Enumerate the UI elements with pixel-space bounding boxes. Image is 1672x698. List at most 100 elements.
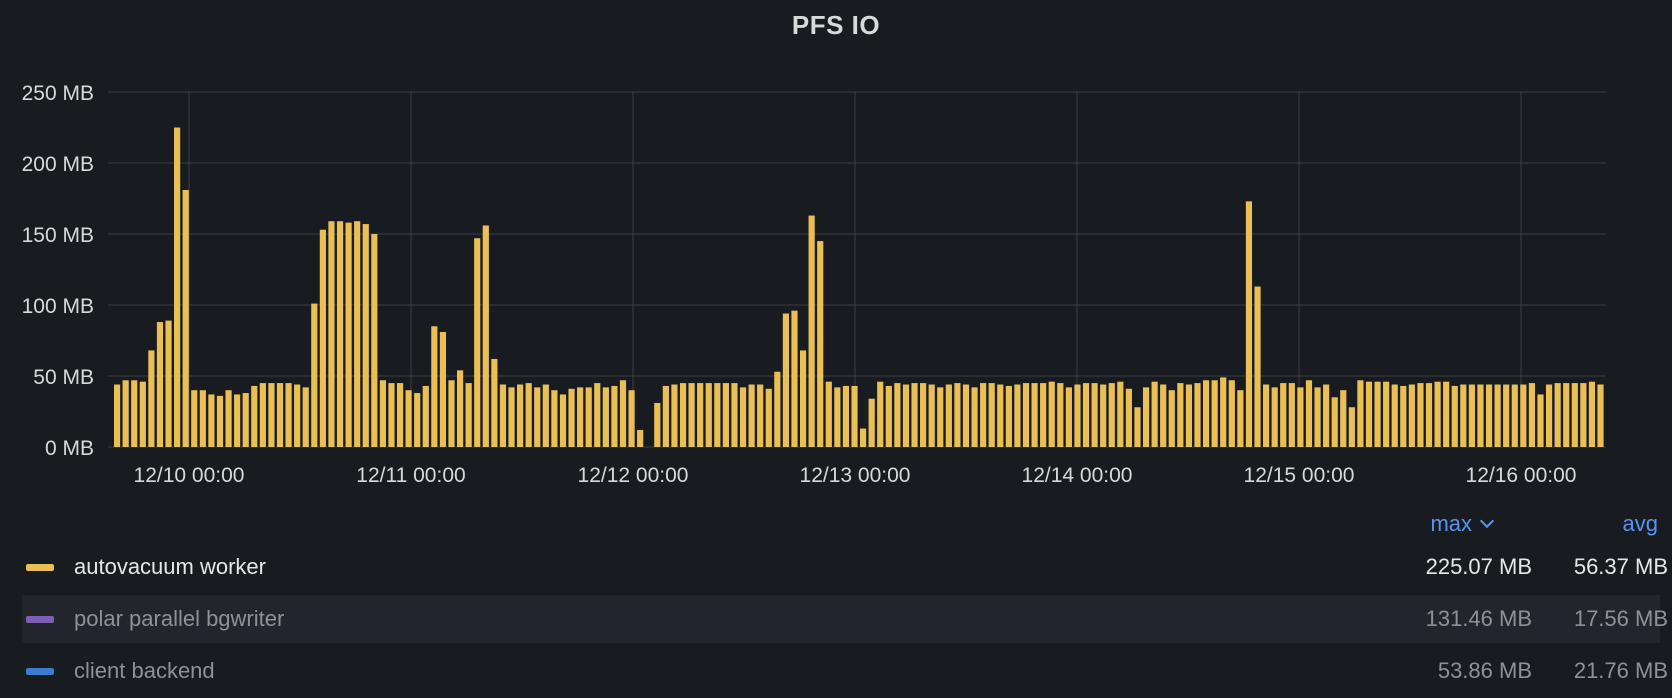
legend-row-polar-parallel-bgwriter[interactable]: polar parallel bgwriter 131.46 MB 17.56 … bbox=[22, 595, 1668, 643]
x-tick-label: 12/11 00:00 bbox=[356, 464, 465, 487]
bar bbox=[251, 385, 258, 447]
bar bbox=[671, 384, 678, 447]
bar bbox=[842, 385, 850, 447]
bar bbox=[1228, 380, 1235, 447]
bar bbox=[1400, 385, 1407, 447]
bar bbox=[182, 189, 189, 448]
bar bbox=[534, 387, 541, 447]
bar bbox=[980, 383, 987, 447]
bar-chart: 0 MB 50 MB 100 MB 150 MB 200 MB 250 MB 12/10 0… bbox=[22, 82, 1606, 487]
bar bbox=[551, 390, 558, 447]
bar bbox=[208, 394, 215, 447]
bar bbox=[122, 380, 129, 447]
y-tick-label: 100 MB bbox=[22, 295, 94, 318]
bar bbox=[1305, 380, 1313, 447]
bar bbox=[1263, 384, 1270, 447]
bar bbox=[1357, 380, 1364, 447]
bar bbox=[362, 224, 369, 447]
bar bbox=[336, 221, 344, 447]
bar bbox=[1280, 383, 1287, 447]
bar bbox=[508, 387, 515, 447]
legend-series-avg: 21.76 MB bbox=[1573, 658, 1668, 683]
x-tick-label: 12/12 00:00 bbox=[578, 464, 689, 487]
bar bbox=[1271, 387, 1278, 447]
bar bbox=[1477, 384, 1484, 447]
bar bbox=[234, 394, 241, 447]
bar bbox=[174, 127, 181, 447]
bar bbox=[379, 380, 386, 447]
bar bbox=[422, 385, 429, 447]
bar bbox=[1245, 201, 1253, 447]
bar bbox=[319, 229, 326, 447]
bar bbox=[1134, 407, 1141, 447]
bar bbox=[1537, 394, 1544, 447]
bar bbox=[817, 241, 824, 447]
bar bbox=[1297, 387, 1304, 447]
bar bbox=[1142, 387, 1150, 447]
legend-swatch bbox=[26, 616, 54, 623]
bar bbox=[448, 380, 455, 447]
legend-series-name: client backend bbox=[74, 658, 215, 683]
legend-swatch bbox=[26, 564, 54, 571]
bar bbox=[1202, 380, 1210, 447]
bar bbox=[311, 303, 318, 447]
bar bbox=[894, 383, 901, 447]
legend-row-client-backend[interactable]: client backend 53.86 MB 21.76 MB bbox=[22, 647, 1668, 695]
bar bbox=[1091, 383, 1098, 447]
bar bbox=[1065, 387, 1072, 447]
bar bbox=[131, 380, 138, 447]
bar bbox=[877, 381, 884, 447]
bar bbox=[456, 370, 464, 447]
legend-row-autovacuum-worker[interactable]: autovacuum worker 225.07 MB 56.37 MB bbox=[22, 543, 1668, 591]
legend-series-avg: 56.37 MB bbox=[1573, 554, 1668, 579]
bar bbox=[225, 390, 232, 447]
bar bbox=[1125, 388, 1132, 447]
bar bbox=[165, 320, 172, 447]
bar bbox=[739, 387, 747, 447]
bar bbox=[791, 310, 798, 447]
bar bbox=[1383, 381, 1390, 447]
bar bbox=[259, 383, 266, 447]
bar bbox=[1597, 384, 1604, 447]
bar bbox=[1425, 383, 1433, 447]
bar bbox=[602, 387, 609, 447]
bar bbox=[1374, 381, 1381, 447]
bar bbox=[542, 384, 549, 447]
bar bbox=[1528, 383, 1535, 447]
bar bbox=[388, 383, 395, 447]
bar bbox=[482, 225, 489, 447]
bar bbox=[1151, 381, 1158, 447]
bar bbox=[1185, 384, 1193, 447]
bar bbox=[439, 331, 447, 447]
x-tick-label: 12/15 00:00 bbox=[1244, 464, 1355, 487]
bar bbox=[748, 384, 755, 447]
bar bbox=[971, 387, 978, 447]
legend-header-avg[interactable]: avg bbox=[1622, 511, 1658, 536]
bar bbox=[302, 387, 309, 447]
bar bbox=[757, 384, 764, 447]
bar bbox=[1554, 383, 1561, 447]
bar bbox=[1168, 390, 1175, 447]
y-tick-label: 150 MB bbox=[22, 224, 94, 247]
bar bbox=[834, 387, 841, 447]
bar bbox=[465, 383, 472, 447]
chevron-down-icon bbox=[1479, 513, 1495, 529]
bar bbox=[285, 383, 292, 447]
bar bbox=[954, 383, 961, 447]
bar bbox=[156, 322, 164, 447]
bar bbox=[637, 429, 644, 447]
bar bbox=[1031, 383, 1038, 447]
bar bbox=[611, 385, 618, 447]
bar bbox=[1117, 381, 1124, 447]
bar bbox=[1323, 384, 1330, 447]
bar bbox=[1580, 383, 1587, 447]
bar bbox=[1494, 384, 1501, 447]
bar bbox=[808, 215, 815, 447]
bar bbox=[679, 383, 687, 447]
bar bbox=[294, 384, 301, 447]
bar bbox=[328, 221, 335, 447]
legend-header-max[interactable]: max bbox=[1372, 508, 1495, 540]
bar bbox=[1048, 381, 1055, 447]
bar bbox=[525, 383, 532, 447]
bar bbox=[1057, 383, 1064, 447]
